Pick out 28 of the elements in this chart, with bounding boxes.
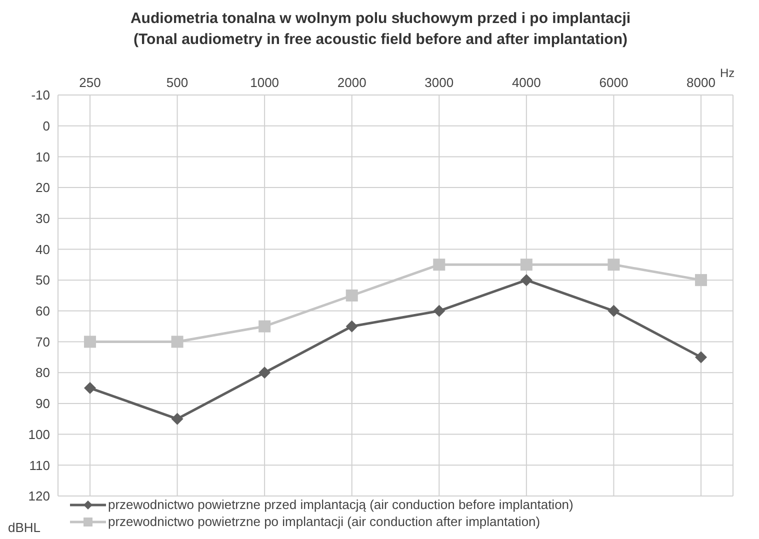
y-tick-label: 60 [36,304,50,319]
y-tick-label: 0 [42,118,50,134]
y-tick-label: -10 [31,88,50,103]
y-tick-label: 50 [36,272,50,288]
legend-label: przewodnictwo powietrzne po implantacji (air conduction after implantation) [108,513,540,530]
x-tick-label: 3000 [424,75,454,90]
y-axis-title: dBHL [8,520,41,535]
y-tick-label: 40 [36,242,50,257]
chart-subtitle: (Tonal audiometry in free acoustic field before and after implantation) [132,30,628,50]
x-tick-label: 6000 [599,75,628,90]
y-tick-label: 100 [28,426,50,442]
x-tick-label: 2000 [337,75,366,90]
chart-title: Audiometria tonalna w wolnym polu słuchowym przed i po implantacji [129,9,632,29]
x-tick-label: 250 [79,75,101,90]
y-tick-label: 30 [36,211,50,226]
x-axis-title: Hz [720,66,735,80]
x-tick-label: 4000 [512,75,541,90]
y-tick-label: 80 [36,365,50,380]
y-tick-label: 110 [29,458,50,473]
y-tick-label: 10 [36,149,50,164]
x-tick-label: 8000 [686,75,716,90]
legend-label: przewodnictwo powietrzne przed implantacją (air conduction before implantation) [108,496,574,513]
y-tick-label: 90 [36,396,50,412]
y-tick-label: 70 [36,334,50,350]
x-tick-label: 1000 [250,75,280,90]
y-tick-label: 20 [36,180,50,196]
y-tick-label: 120 [28,488,50,504]
x-tick-label: 500 [166,75,188,90]
